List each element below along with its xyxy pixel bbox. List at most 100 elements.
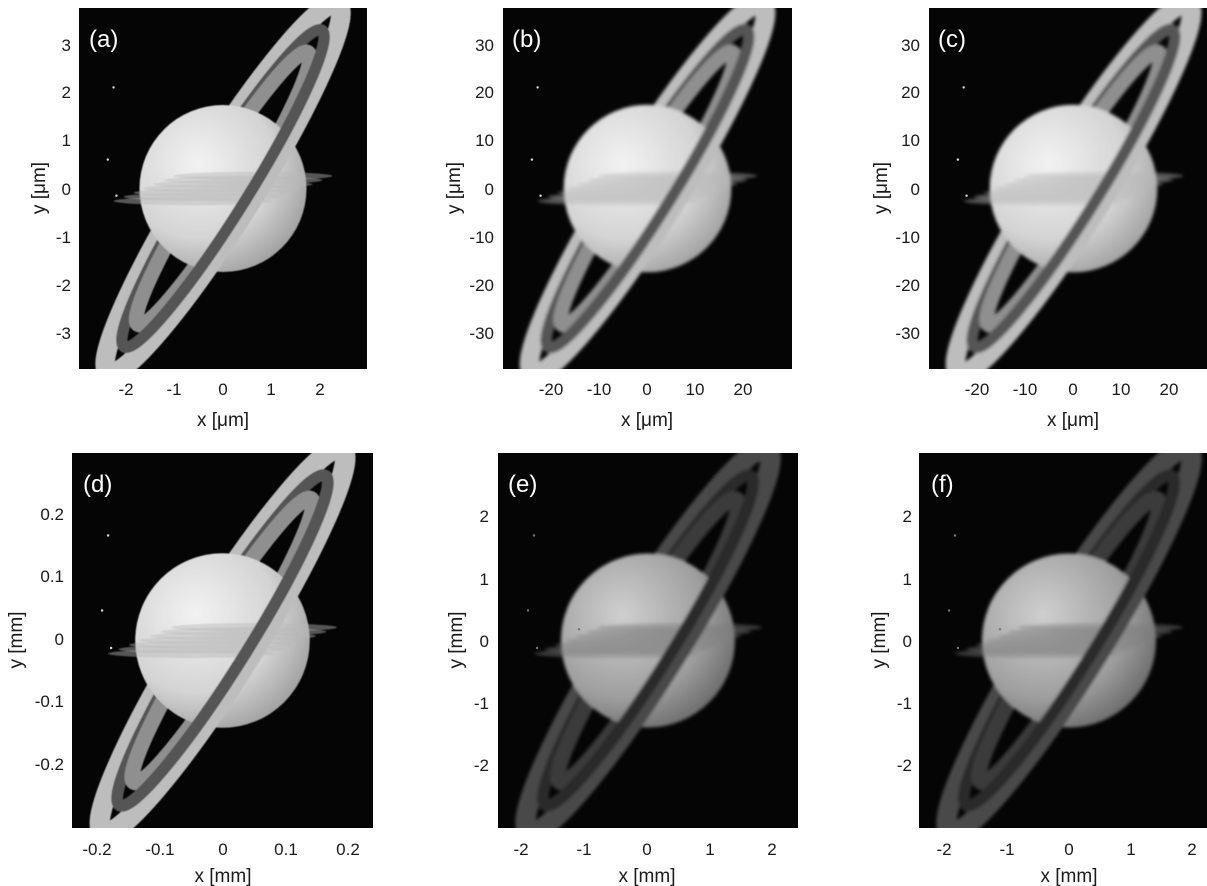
x-tick-label: 10 bbox=[1112, 380, 1131, 399]
saturn-image bbox=[515, 453, 781, 828]
y-tick-labels: 0.2 0.1 0 -0.1 -0.2 bbox=[35, 505, 64, 774]
y-tick-label: 0 bbox=[911, 180, 920, 199]
x-tick-label: 20 bbox=[1160, 380, 1179, 399]
panel-b: (b) 30 20 10 0 -10 -20 -30 -20 -10 0 10 … bbox=[444, 8, 792, 431]
y-axis-label: y [mm] bbox=[446, 612, 467, 669]
panel-label: (c) bbox=[938, 26, 966, 53]
y-tick-label: 2 bbox=[903, 507, 912, 526]
moon-speck bbox=[956, 158, 960, 161]
x-axis-label: x [mm] bbox=[195, 866, 252, 886]
moon-speck bbox=[155, 176, 158, 179]
moon-speck bbox=[962, 86, 965, 89]
panel-label: (b) bbox=[512, 26, 541, 53]
ring-front-gap bbox=[971, 25, 1181, 354]
x-tick-label: 2 bbox=[315, 380, 324, 399]
ring-front-gap bbox=[116, 470, 334, 812]
x-axis-label: x [μm] bbox=[1047, 410, 1099, 431]
y-tick-label: 1 bbox=[903, 570, 912, 589]
y-tick-label: 1 bbox=[62, 131, 71, 150]
moon-speck bbox=[115, 194, 118, 197]
y-tick-label: -2 bbox=[897, 756, 912, 775]
cloud-band bbox=[596, 623, 762, 632]
y-tick-label: 30 bbox=[901, 36, 920, 55]
x-tick-labels: -2 -1 0 1 2 bbox=[513, 840, 776, 859]
x-tick-label: 2 bbox=[767, 840, 776, 859]
x-tick-label: 0.1 bbox=[274, 840, 298, 859]
x-tick-labels: -2 -1 0 1 2 bbox=[936, 840, 1196, 859]
y-axis-label: y [μm] bbox=[29, 162, 50, 214]
x-tick-label: -2 bbox=[936, 840, 951, 859]
y-tick-label: -0.2 bbox=[35, 755, 64, 774]
cloud-band bbox=[1017, 623, 1183, 632]
y-tick-label: -10 bbox=[469, 228, 494, 247]
x-tick-label: 0 bbox=[1064, 840, 1073, 859]
panel-e: (e) 2 1 0 -1 -2 -2 -1 0 1 2 x [mm] y [mm… bbox=[446, 453, 798, 886]
y-tick-label: 30 bbox=[475, 36, 494, 55]
y-tick-label: -20 bbox=[469, 276, 494, 295]
x-tick-label: -20 bbox=[539, 380, 564, 399]
moon-speck bbox=[152, 628, 155, 631]
y-tick-label: 20 bbox=[901, 83, 920, 102]
x-tick-label: 0.2 bbox=[336, 840, 360, 859]
x-tick-label: 0 bbox=[642, 840, 651, 859]
moon-speck bbox=[530, 158, 534, 161]
y-tick-label: 2 bbox=[62, 83, 71, 102]
y-tick-labels: 3 2 1 0 -1 -2 -3 bbox=[56, 36, 71, 343]
saturn-image bbox=[89, 453, 356, 828]
moon-speck bbox=[526, 609, 530, 612]
y-axis-label: y [μm] bbox=[871, 162, 892, 214]
panel-a: (a) 3 2 1 0 -1 -2 -3 -2 -1 0 1 2 x [μm] … bbox=[29, 8, 367, 431]
y-tick-labels: 2 1 0 -1 -2 bbox=[897, 507, 912, 775]
y-tick-label: 0 bbox=[62, 180, 71, 199]
panel-label: (e) bbox=[508, 471, 537, 498]
y-tick-label: 3 bbox=[62, 36, 71, 55]
x-tick-label: 20 bbox=[734, 380, 753, 399]
y-tick-label: -2 bbox=[56, 276, 71, 295]
x-tick-labels: -20 -10 0 10 20 bbox=[965, 380, 1179, 399]
x-tick-label: -0.2 bbox=[82, 840, 111, 859]
panel-d: (d) 0.2 0.1 0 -0.1 -0.2 -0.2 -0.1 0 0.1 … bbox=[6, 453, 373, 886]
y-tick-label: -2 bbox=[474, 756, 489, 775]
x-tick-label: -1 bbox=[166, 380, 181, 399]
ring-front-gap bbox=[545, 25, 755, 354]
saturn-image bbox=[936, 453, 1202, 828]
x-tick-label: 0 bbox=[642, 380, 651, 399]
ring-front-gap bbox=[963, 470, 1181, 812]
cloud-band bbox=[1024, 171, 1184, 181]
panel-label: (a) bbox=[89, 26, 118, 53]
y-tick-label: 20 bbox=[475, 83, 494, 102]
x-axis-label: x [μm] bbox=[197, 410, 249, 431]
y-tick-labels: 2 1 0 -1 -2 bbox=[474, 507, 489, 775]
y-tick-label: -1 bbox=[897, 694, 912, 713]
y-tick-label: -20 bbox=[895, 276, 920, 295]
y-tick-label: 10 bbox=[901, 131, 920, 150]
y-tick-label: 0.1 bbox=[40, 567, 64, 586]
moon-speck bbox=[535, 646, 539, 650]
x-tick-labels: -2 -1 0 1 2 bbox=[118, 380, 324, 399]
x-tick-labels: -0.2 -0.1 0 0.1 0.2 bbox=[82, 840, 359, 859]
y-tick-labels: 30 20 10 0 -10 -20 -30 bbox=[895, 36, 920, 343]
y-tick-label: -10 bbox=[895, 228, 920, 247]
moon-speck bbox=[536, 86, 539, 89]
moon-speck bbox=[532, 534, 536, 537]
ring-front bbox=[523, 453, 781, 828]
y-tick-label: 0 bbox=[55, 630, 64, 649]
cloud-band bbox=[170, 623, 337, 632]
moon-speck bbox=[109, 646, 113, 650]
moon-speck bbox=[947, 609, 951, 612]
x-tick-label: -2 bbox=[118, 380, 133, 399]
ring-front-gap bbox=[542, 470, 760, 812]
cloud-band bbox=[173, 171, 333, 181]
y-tick-label: 2 bbox=[480, 507, 489, 526]
moon-speck bbox=[577, 628, 581, 631]
x-tick-label: -1 bbox=[576, 840, 591, 859]
moon-speck bbox=[106, 534, 110, 537]
saturn-image bbox=[945, 8, 1202, 369]
saturn-image bbox=[519, 8, 776, 369]
moon-speck bbox=[953, 534, 957, 537]
ring-front-gap bbox=[121, 25, 330, 354]
moon-speck bbox=[100, 609, 104, 612]
y-tick-label: -1 bbox=[56, 228, 71, 247]
y-tick-label: 10 bbox=[475, 131, 494, 150]
